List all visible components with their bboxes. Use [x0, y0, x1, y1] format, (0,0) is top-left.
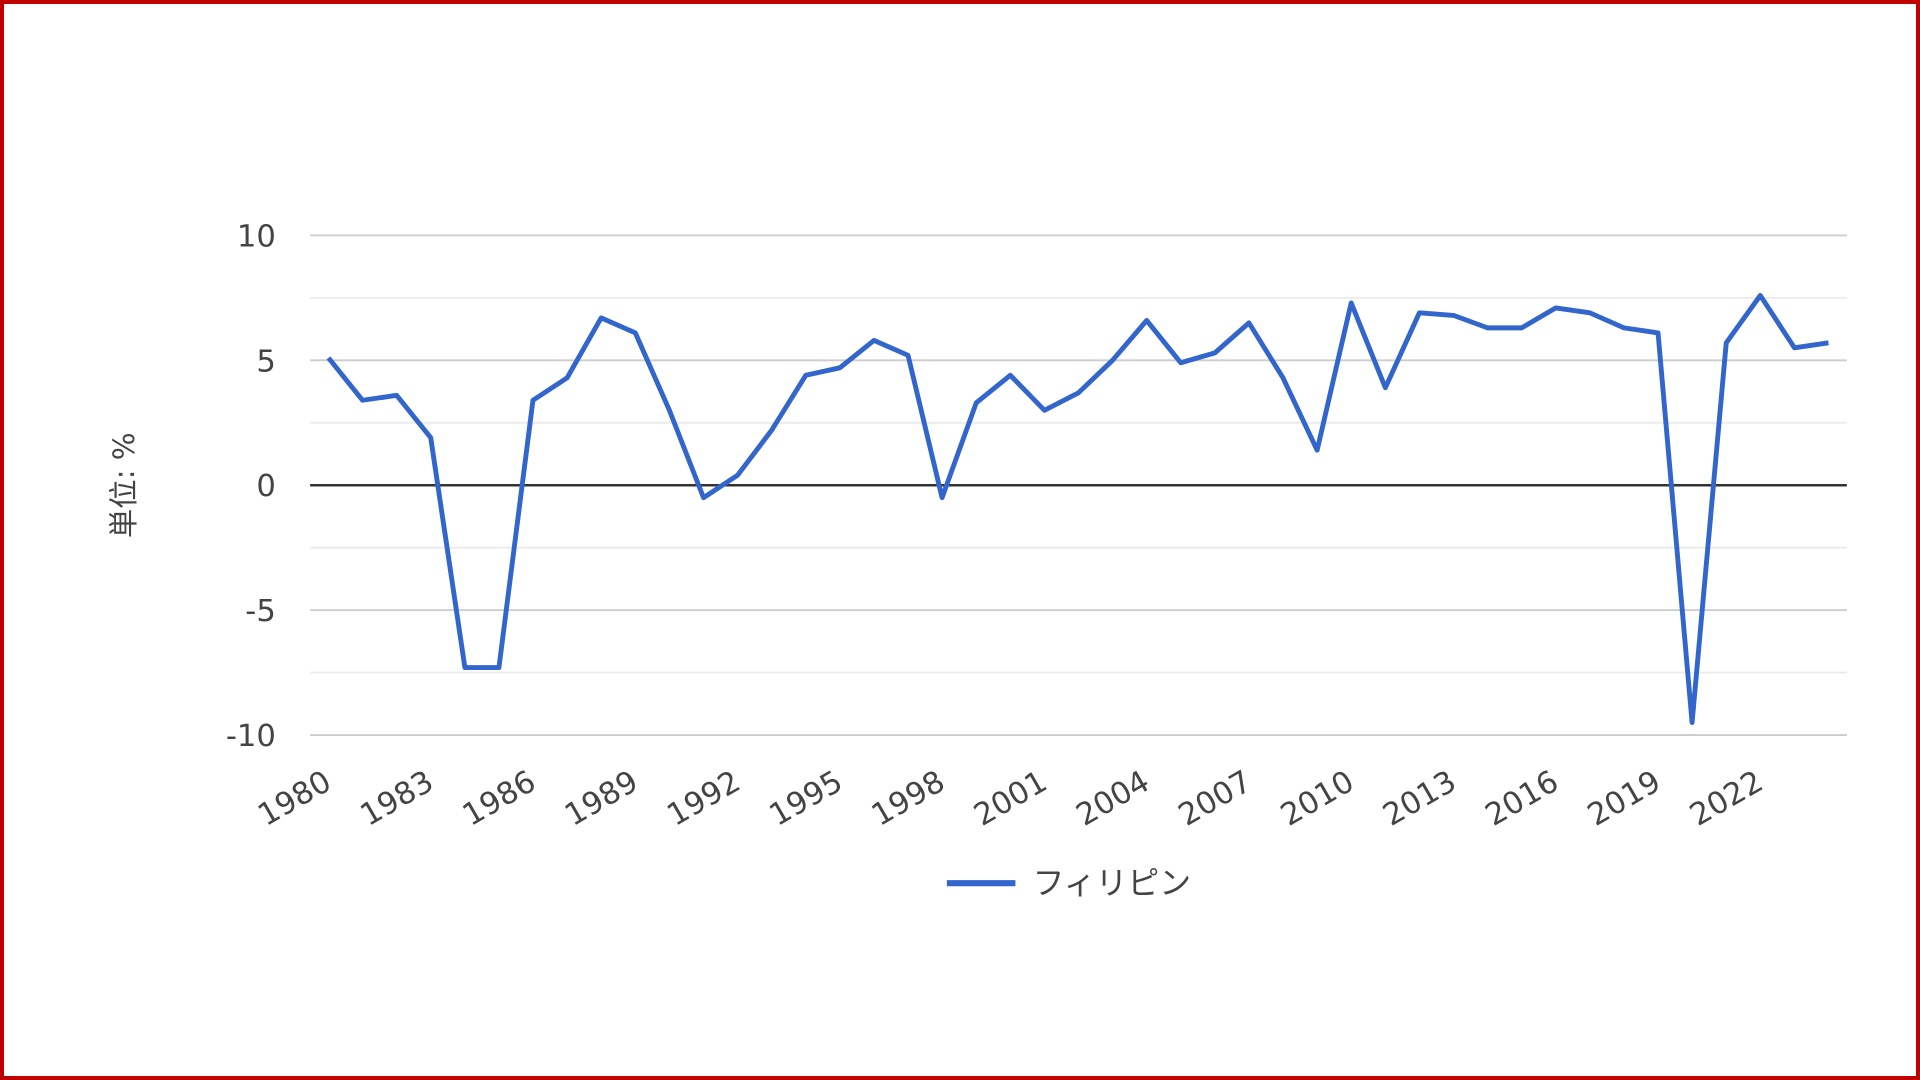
- y-axis-label: 単位: %: [107, 432, 141, 538]
- y-tick-label: -5: [245, 594, 276, 629]
- legend-label: フィリピン: [1033, 864, 1192, 902]
- y-tick-label: 10: [237, 219, 276, 254]
- y-tick-label: 0: [256, 469, 275, 504]
- x-tick-label: 1986: [457, 764, 542, 833]
- gridlines: [310, 234, 1847, 736]
- x-tick-label: 2013: [1377, 764, 1462, 833]
- x-tick-label: 1998: [866, 764, 951, 833]
- x-tick-label: 2019: [1582, 764, 1667, 833]
- y-axis-ticks: 10 5 0 -5 -10: [226, 219, 276, 754]
- x-tick-label: 2001: [968, 764, 1053, 833]
- x-tick-label: 2004: [1071, 764, 1156, 833]
- x-tick-label: 2007: [1173, 764, 1258, 833]
- x-tick-label: 2022: [1684, 764, 1769, 833]
- y-tick-label: -10: [226, 719, 276, 754]
- x-tick-label: 1983: [355, 764, 440, 833]
- x-tick-label: 1989: [559, 764, 644, 833]
- x-axis-ticks: 1980 1983 1986 1989 1992 1995 1998 2001 2004 2007…: [252, 764, 1769, 833]
- legend: フィリピン: [946, 864, 1192, 902]
- x-tick-label: 2010: [1275, 764, 1360, 833]
- y-tick-label: 5: [256, 344, 275, 379]
- series-layer: [326, 292, 1829, 725]
- x-tick-label: 2016: [1480, 764, 1565, 833]
- x-tick-label: 1992: [662, 764, 747, 833]
- x-tick-label: 1995: [764, 764, 849, 833]
- x-tick-label: 1980: [252, 764, 337, 833]
- series-line: [326, 292, 1829, 725]
